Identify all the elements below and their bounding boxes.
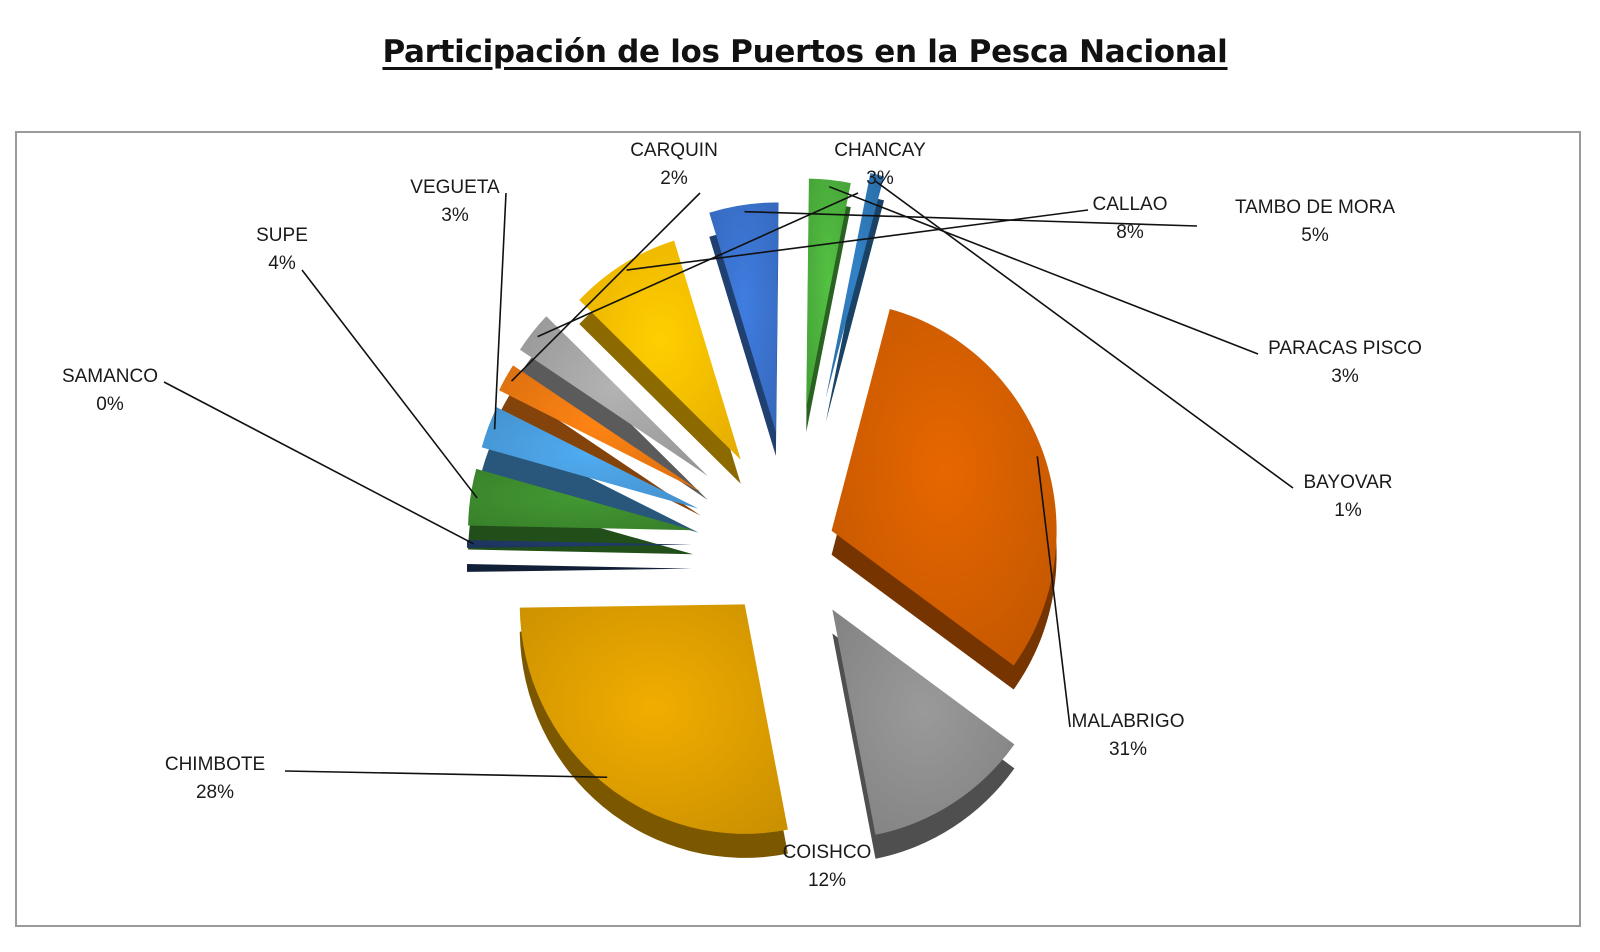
leader-line-tambo-de-mora	[744, 210, 1198, 227]
leader-line-chimbote	[284, 770, 608, 779]
slice-vegueta	[481, 407, 699, 509]
slice-malabrigo	[831, 309, 1057, 666]
slice-value-samanco: 0%	[96, 394, 124, 415]
slice-label-supe: SUPE	[256, 225, 308, 246]
slice-depth-samanco	[467, 563, 693, 572]
slice-depth-bayovar	[825, 197, 885, 423]
slice-callao	[579, 240, 741, 460]
slice-value-callao: 8%	[1116, 222, 1144, 243]
leader-line-supe	[301, 269, 478, 499]
slice-tambo-de-mora	[709, 202, 779, 432]
leader-line-samanco	[163, 381, 475, 545]
slice-label-paracas-pisco: PARACAS PISCO	[1268, 338, 1422, 359]
leader-line-carquin	[510, 192, 701, 382]
chart-title: Participación de los Puertos en la Pesca…	[382, 34, 1228, 70]
leader-line-malabrigo	[1036, 456, 1071, 728]
slice-chimbote	[519, 604, 788, 834]
slice-label-tambo-de-mora: TAMBO DE MORA	[1235, 197, 1395, 218]
slice-supe	[468, 468, 694, 531]
slice-value-chimbote: 28%	[196, 782, 234, 803]
leader-line-paracas-pisco	[828, 185, 1259, 355]
slice-label-chimbote: CHIMBOTE	[165, 754, 265, 775]
slice-coishco	[832, 609, 1015, 835]
slice-label-samanco: SAMANCO	[62, 366, 158, 387]
slice-bayovar	[825, 173, 885, 399]
slice-label-bayovar: BAYOVAR	[1303, 472, 1392, 493]
slice-label-callao: CALLAO	[1093, 194, 1168, 215]
slice-carquin	[499, 365, 701, 492]
slice-value-vegueta: 3%	[441, 205, 469, 226]
slice-value-chancay: 3%	[866, 168, 894, 189]
slice-label-vegueta: VEGUETA	[410, 177, 500, 198]
slice-value-coishco: 12%	[808, 870, 846, 891]
slice-label-coishco: COISHCO	[783, 842, 872, 863]
slice-value-paracas-pisco: 3%	[1331, 366, 1359, 387]
slice-value-malabrigo: 31%	[1109, 739, 1147, 760]
slice-paracas-pisco	[806, 178, 851, 409]
slice-samanco	[467, 539, 693, 548]
leader-line-vegueta	[493, 192, 507, 430]
slice-value-tambo-de-mora: 5%	[1301, 225, 1329, 246]
slice-depth-carquin	[499, 389, 701, 516]
leader-line-bayovar	[875, 180, 1294, 489]
chart-frame	[15, 131, 1581, 927]
leader-line-chancay	[537, 192, 859, 338]
slice-label-chancay: CHANCAY	[834, 140, 926, 161]
slice-label-carquin: CARQUIN	[630, 140, 718, 161]
slice-label-malabrigo: MALABRIGO	[1072, 711, 1185, 732]
slice-value-bayovar: 1%	[1334, 500, 1362, 521]
slice-value-supe: 4%	[268, 253, 296, 274]
slice-value-carquin: 2%	[660, 168, 688, 189]
slice-chancay	[519, 316, 708, 477]
